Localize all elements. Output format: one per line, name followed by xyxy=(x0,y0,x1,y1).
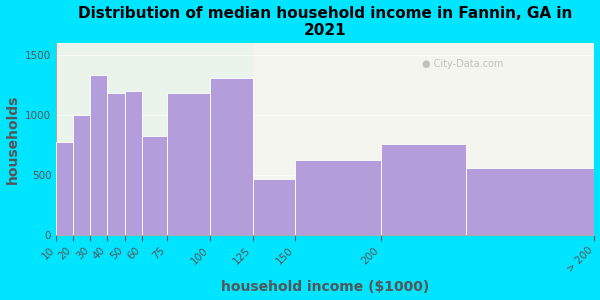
Bar xyxy=(210,78,253,235)
Bar xyxy=(466,168,595,235)
Bar xyxy=(125,91,142,235)
Title: Distribution of median household income in Fannin, GA in
2021: Distribution of median household income … xyxy=(78,6,572,38)
Y-axis label: households: households xyxy=(5,94,20,184)
Bar xyxy=(253,43,595,235)
Bar xyxy=(56,142,73,235)
Bar xyxy=(142,136,167,235)
Text: ● City-Data.com: ● City-Data.com xyxy=(422,58,503,69)
Bar xyxy=(107,93,125,235)
Bar xyxy=(91,75,107,235)
Bar xyxy=(381,144,466,235)
Bar xyxy=(295,160,381,235)
Bar xyxy=(73,115,91,235)
X-axis label: household income ($1000): household income ($1000) xyxy=(221,280,430,294)
Bar xyxy=(253,179,295,235)
Bar xyxy=(56,43,253,235)
Bar xyxy=(167,93,210,235)
